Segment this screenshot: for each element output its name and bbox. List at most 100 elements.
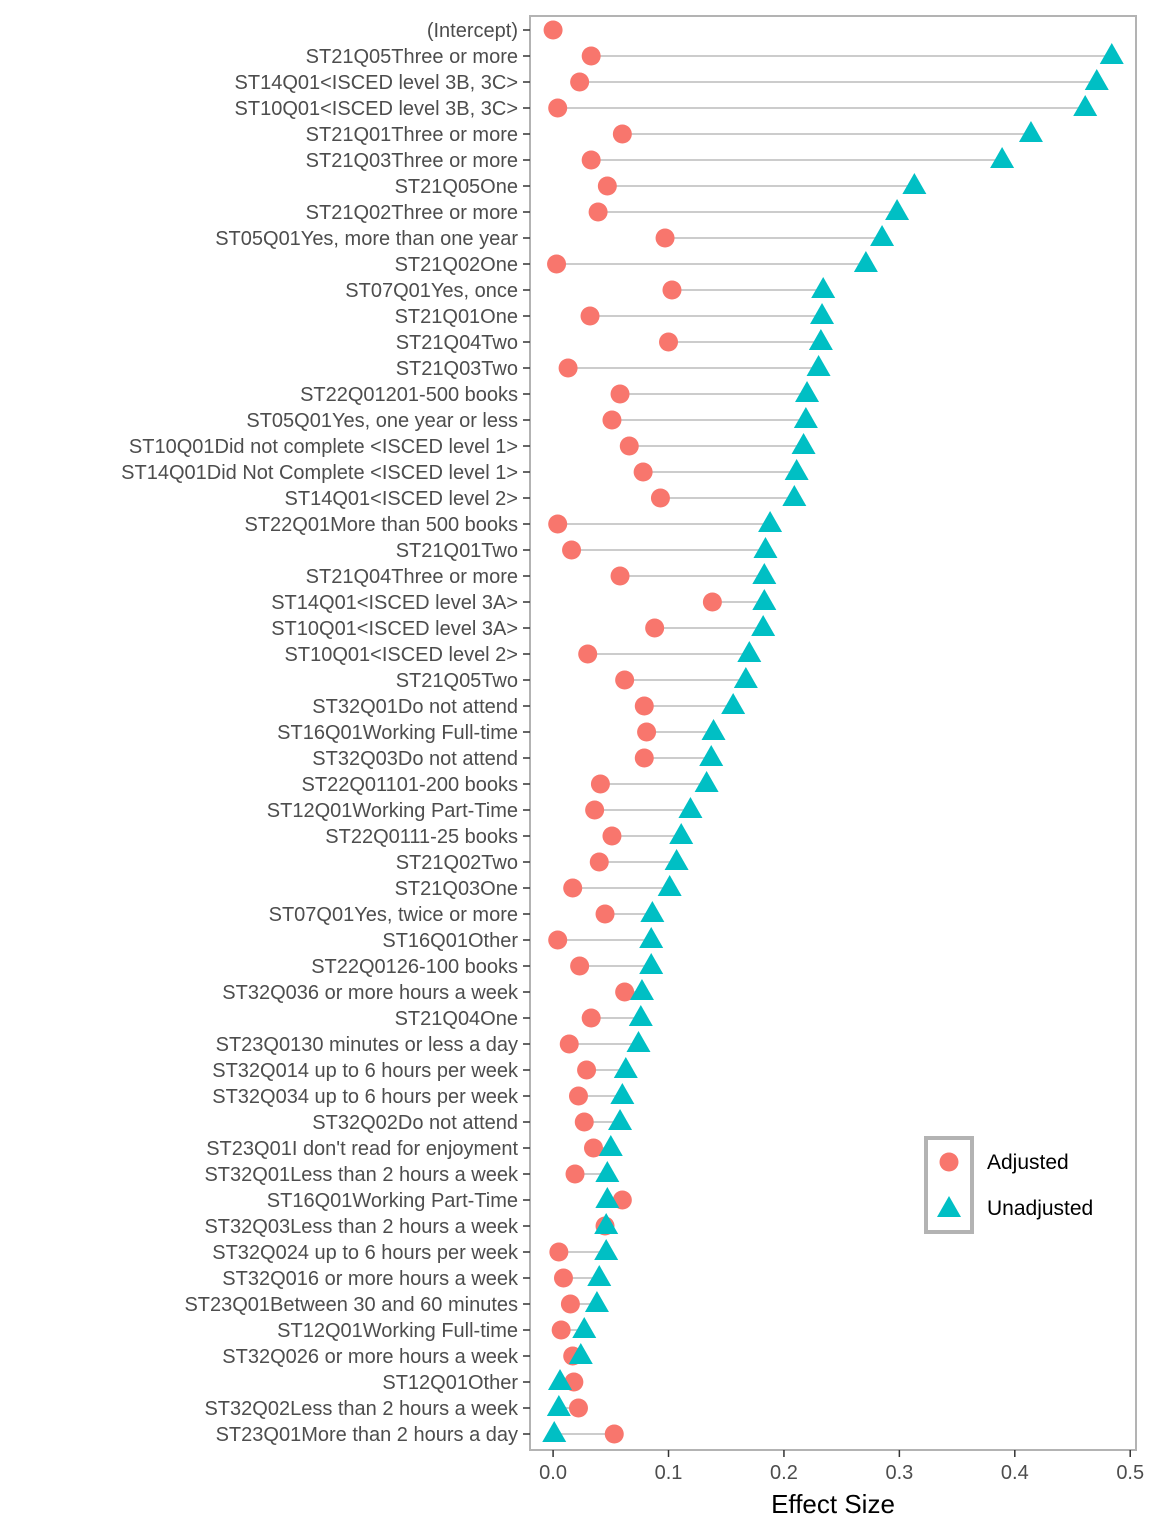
legend-box xyxy=(924,1136,974,1234)
unadjusted-point xyxy=(610,1083,635,1104)
unadjusted-point xyxy=(1099,43,1124,64)
adjusted-point xyxy=(577,1060,597,1080)
unadjusted-point xyxy=(584,1291,609,1312)
adjusted-point xyxy=(662,280,682,300)
x-tick-label: 0.2 xyxy=(770,1462,798,1484)
y-tick-label: ST14Q01<ISCED level 3A> xyxy=(271,592,518,614)
unadjusted-point xyxy=(595,1161,620,1182)
unadjusted-point xyxy=(594,1239,619,1260)
adjusted-point xyxy=(602,410,622,430)
unadjusted-point xyxy=(902,173,927,194)
unadjusted-point xyxy=(990,147,1015,168)
unadjusted-point xyxy=(613,1057,638,1078)
adjusted-point xyxy=(549,1242,569,1262)
unadjusted-point xyxy=(664,849,689,870)
adjusted-point xyxy=(553,1268,573,1288)
y-tick-label: ST32Q03Less than 2 hours a week xyxy=(204,1216,519,1238)
adjusted-point xyxy=(637,722,657,742)
adjusted-point xyxy=(590,774,610,794)
adjusted-point xyxy=(597,176,617,196)
y-tick-label: ST32Q014 up to 6 hours per week xyxy=(212,1060,519,1082)
y-tick-label: ST10Q01<ISCED level 3A> xyxy=(271,618,518,640)
adjusted-point xyxy=(570,72,590,92)
y-tick-label: ST32Q02Do not attend xyxy=(312,1112,518,1134)
y-tick-label: ST32Q024 up to 6 hours per week xyxy=(212,1242,519,1264)
adjusted-point xyxy=(551,1320,571,1340)
y-tick-label: ST21Q04Two xyxy=(396,332,518,354)
x-axis-title: Effect Size xyxy=(771,1489,895,1519)
y-tick-label: ST12Q01Working Full-time xyxy=(277,1320,518,1342)
adjusted-point xyxy=(633,462,653,482)
y-tick-label: ST21Q03Three or more xyxy=(306,150,518,172)
unadjusted-point xyxy=(640,901,665,922)
legend-label-adjusted: Adjusted xyxy=(987,1151,1069,1174)
x-axis: 0.0 0.1 0.2 0.3 0.4 0.5 xyxy=(539,1450,1144,1484)
unadjusted-point xyxy=(639,927,664,948)
unadjusted-point xyxy=(795,381,820,402)
unadjusted-point xyxy=(629,979,654,1000)
adjusted-point xyxy=(604,1424,624,1444)
x-tick-label: 0.0 xyxy=(539,1462,567,1484)
unadjusted-point xyxy=(639,953,664,974)
y-tick-label: ST21Q05Three or more xyxy=(306,46,518,68)
unadjusted-point xyxy=(806,355,831,376)
x-tick-label: 0.4 xyxy=(1001,1462,1029,1484)
y-tick-label: ST32Q026 or more hours a week xyxy=(222,1346,519,1368)
y-tick-label: ST32Q01Less than 2 hours a week xyxy=(204,1164,519,1186)
x-tick-label: 0.3 xyxy=(885,1462,913,1484)
unadjusted-point xyxy=(752,563,777,584)
unadjusted-point xyxy=(808,329,833,350)
y-tick-label: ST22Q0126-100 books xyxy=(311,956,518,978)
unadjusted-point xyxy=(810,303,835,324)
y-tick-label: ST14Q01Did Not Complete <ISCED level 1> xyxy=(121,462,518,484)
y-tick-label: ST32Q034 up to 6 hours per week xyxy=(212,1086,519,1108)
y-tick-label: ST21Q02Two xyxy=(396,852,518,874)
unadjusted-point xyxy=(811,277,836,298)
plot-panel xyxy=(529,15,1137,1451)
y-tick-label: ST32Q03Do not attend xyxy=(312,748,518,770)
unadjusted-point xyxy=(758,511,783,532)
x-tick-label: 0.1 xyxy=(655,1462,683,1484)
unadjusted-point xyxy=(885,199,910,220)
unadjusted-point xyxy=(626,1031,651,1052)
y-tick-label: ST32Q016 or more hours a week xyxy=(222,1268,519,1290)
adjusted-point xyxy=(581,150,601,170)
y-tick-label: ST32Q01Do not attend xyxy=(312,696,518,718)
unadjusted-point xyxy=(572,1317,597,1338)
adjusted-point xyxy=(702,592,722,612)
unadjusted-point xyxy=(870,225,895,246)
unadjusted-point xyxy=(1073,95,1098,116)
y-tick-label: ST21Q02One xyxy=(395,254,518,276)
unadjusted-point xyxy=(737,641,762,662)
x-tick-label: 0.5 xyxy=(1116,1462,1144,1484)
y-tick-label: ST16Q01Other xyxy=(382,930,518,952)
adjusted-point xyxy=(563,878,583,898)
adjusted-point xyxy=(659,332,679,352)
y-tick-label: ST23Q01Between 30 and 60 minutes xyxy=(184,1294,518,1316)
adjusted-point xyxy=(548,98,568,118)
adjusted-point xyxy=(615,982,635,1002)
unadjusted-point xyxy=(701,719,726,740)
legend-key-unadjusted xyxy=(937,1196,961,1217)
unadjusted-point xyxy=(548,1369,573,1390)
unadjusted-point xyxy=(752,589,777,610)
y-tick-label: ST21Q03Two xyxy=(396,358,518,380)
unadjusted-point xyxy=(853,251,878,272)
adjusted-point xyxy=(589,852,609,872)
legend-key-adjusted xyxy=(939,1152,959,1172)
unadjusted-point xyxy=(568,1343,593,1364)
adjusted-point xyxy=(655,228,675,248)
adjusted-point xyxy=(562,540,582,560)
adjusted-point xyxy=(602,826,622,846)
unadjusted-point xyxy=(594,1213,619,1234)
unadjusted-point xyxy=(1018,121,1043,142)
adjusted-point xyxy=(568,1398,588,1418)
adjusted-point xyxy=(634,748,654,768)
y-tick-label: ST05Q01Yes, more than one year xyxy=(215,228,518,250)
y-tick-label: ST10Q01Did not complete <ISCED level 1> xyxy=(129,436,518,458)
y-tick-label: ST22Q01101-200 books xyxy=(302,774,518,796)
segments xyxy=(554,55,1112,1435)
y-tick-label: ST16Q01Working Part-Time xyxy=(267,1190,518,1212)
unadjusted-point xyxy=(657,875,682,896)
